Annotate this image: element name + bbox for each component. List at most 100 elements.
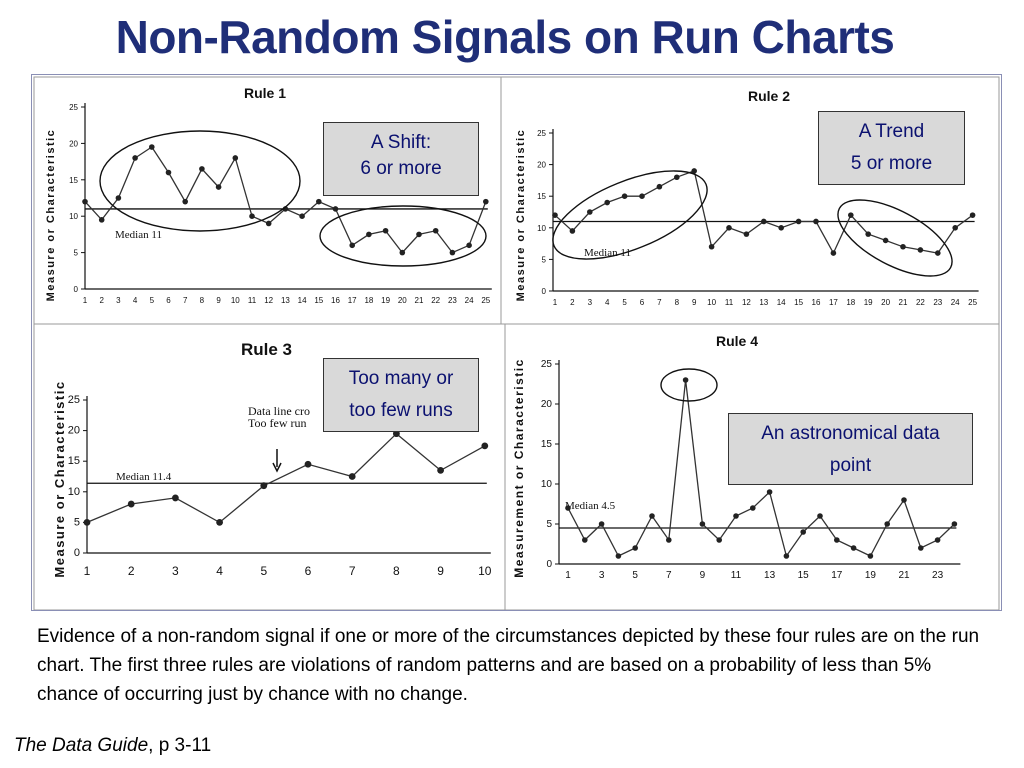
rule3-point-5 xyxy=(260,482,268,490)
rule4-astronomical-ellipse xyxy=(660,368,718,402)
rule1-ytick-label-15: 15 xyxy=(69,176,78,185)
rule2-xtick-label-3: 3 xyxy=(588,298,593,307)
rule4-ytick-label-20: 20 xyxy=(541,399,553,410)
rule3-point-7 xyxy=(348,473,356,480)
rule3-ytick-label-5: 5 xyxy=(74,516,80,528)
rule2-xtick-label-7: 7 xyxy=(657,298,662,307)
rule1-point-23 xyxy=(449,249,456,256)
rule2-point-22 xyxy=(917,247,924,253)
rule2-trend-ellipse-up xyxy=(552,170,708,260)
rule2-point-13 xyxy=(761,218,767,225)
rule2-xtick-label-2: 2 xyxy=(570,298,575,307)
rule4-point-18 xyxy=(850,545,857,551)
rule3-point-9 xyxy=(437,466,444,474)
rule1-point-16 xyxy=(332,206,339,212)
rule2-xtick-label-1: 1 xyxy=(553,298,558,307)
rule1-xtick-label-20: 20 xyxy=(398,296,407,305)
rule1-xtick-label-12: 12 xyxy=(264,296,273,305)
rule1-xtick-label-7: 7 xyxy=(183,296,188,305)
rule3-point-1 xyxy=(83,519,91,526)
rule2-xtick-label-11: 11 xyxy=(725,298,734,307)
rule4-xtick-label-19: 19 xyxy=(865,570,877,581)
rule1-xtick-label-6: 6 xyxy=(166,296,171,305)
slide-title: Non-Random Signals on Run Charts xyxy=(115,11,895,63)
rule2-ytick-label-0: 0 xyxy=(542,287,547,296)
rule1-xtick-label-5: 5 xyxy=(150,296,155,305)
rule1-ytick-label-10: 10 xyxy=(69,212,78,221)
rule2-point-20 xyxy=(882,237,889,244)
rule4-ytick-label-10: 10 xyxy=(541,479,553,490)
rule4-point-6 xyxy=(649,513,655,519)
rule1-ylabel: Measure or Characteristic xyxy=(45,129,57,302)
rule3-point-4 xyxy=(216,519,224,526)
rule1-xtick-label-9: 9 xyxy=(216,296,221,305)
rule2-xtick-label-12: 12 xyxy=(742,298,751,307)
rule4-point-10 xyxy=(716,537,722,543)
rule3-xtick-label-4: 4 xyxy=(216,564,223,578)
rule2-xtick-label-22: 22 xyxy=(916,298,925,307)
rule4-ytick-label-0: 0 xyxy=(546,559,552,570)
rule2-xtick-label-23: 23 xyxy=(933,298,942,307)
callout-trend-line2: 5 or more xyxy=(850,153,933,174)
rule4-ytick-label-15: 15 xyxy=(541,439,553,450)
rule1-xtick-label-15: 15 xyxy=(314,296,323,305)
rule4-xtick-label-15: 15 xyxy=(798,570,810,581)
rule1-point-20 xyxy=(399,249,406,256)
rule1-ytick-label-20: 20 xyxy=(69,139,78,148)
rule3-ytick-label-20: 20 xyxy=(68,425,80,437)
rule4-point-17 xyxy=(834,537,840,543)
rule1-point-10 xyxy=(232,155,239,161)
rule1-point-7 xyxy=(182,198,188,205)
rule4-point-15 xyxy=(800,529,806,535)
rule4-point-13 xyxy=(766,489,773,495)
rule2-ytick-label-25: 25 xyxy=(537,129,546,138)
rule2-point-19 xyxy=(865,231,871,237)
rule2-point-18 xyxy=(848,212,854,218)
rule1-xtick-label-10: 10 xyxy=(231,296,240,305)
rule3-ytick-label-0: 0 xyxy=(74,547,80,559)
rule4-point-19 xyxy=(867,553,874,559)
rule3-ytick-label-15: 15 xyxy=(68,455,80,467)
rule3-xtick-label-9: 9 xyxy=(437,564,444,578)
rule3-median-label: Median 11.4 xyxy=(116,471,172,483)
rule2-ytick-label-15: 15 xyxy=(537,192,546,201)
rule2-point-23 xyxy=(935,250,941,256)
run-chart-figure: Rule 1 Measure or Characteristic 0 5 10 15 20 2… xyxy=(31,74,1002,611)
rule2-point-24 xyxy=(952,225,958,231)
rule2-point-6 xyxy=(639,193,645,199)
callout-runs: Too many or too few runs xyxy=(323,358,479,432)
rule3-series-line xyxy=(86,432,486,524)
rule2-xtick-label-13: 13 xyxy=(759,298,768,307)
rule2-point-1 xyxy=(552,212,558,218)
rule1-xtick-label-22: 22 xyxy=(431,296,440,305)
rule3-point-10 xyxy=(481,442,489,450)
rule1-point-15 xyxy=(316,198,322,205)
rule1-point-9 xyxy=(215,184,222,190)
rule4-point-16 xyxy=(817,513,823,519)
callout-shift-line2: 6 or more xyxy=(360,158,442,179)
rule1-point-22 xyxy=(432,227,439,234)
rule4-xtick-label-5: 5 xyxy=(632,570,638,581)
rule2-xtick-label-8: 8 xyxy=(675,298,680,307)
rule1-point-25 xyxy=(483,198,489,205)
rule1-xtick-label-4: 4 xyxy=(133,296,138,305)
rule1-point-21 xyxy=(416,231,422,238)
callout-shift: A Shift: 6 or more xyxy=(323,122,479,196)
rule2-xtick-label-21: 21 xyxy=(899,298,908,307)
rule2-point-21 xyxy=(900,243,906,250)
rule3-xtick-label-2: 2 xyxy=(128,564,135,578)
rule1-point-5 xyxy=(149,144,155,150)
rule4-xtick-label-23: 23 xyxy=(932,570,944,581)
rule1-point-2 xyxy=(98,217,105,223)
rule4-median-label: Median 4.5 xyxy=(565,500,616,512)
rule3-arrow-head xyxy=(272,462,282,473)
rule2-xtick-label-25: 25 xyxy=(968,298,977,307)
callout-astronomical-line1: An astronomical data xyxy=(761,423,940,444)
rule1-point-4 xyxy=(132,155,138,161)
rule4-point-14 xyxy=(783,553,790,559)
rule2-ytick-label-10: 10 xyxy=(537,224,546,233)
rule3-xtick-label-10: 10 xyxy=(478,564,492,578)
rule2-point-7 xyxy=(656,183,663,190)
rule2-median-label: Median 11 xyxy=(584,247,631,259)
rule4-series-line xyxy=(567,379,955,558)
